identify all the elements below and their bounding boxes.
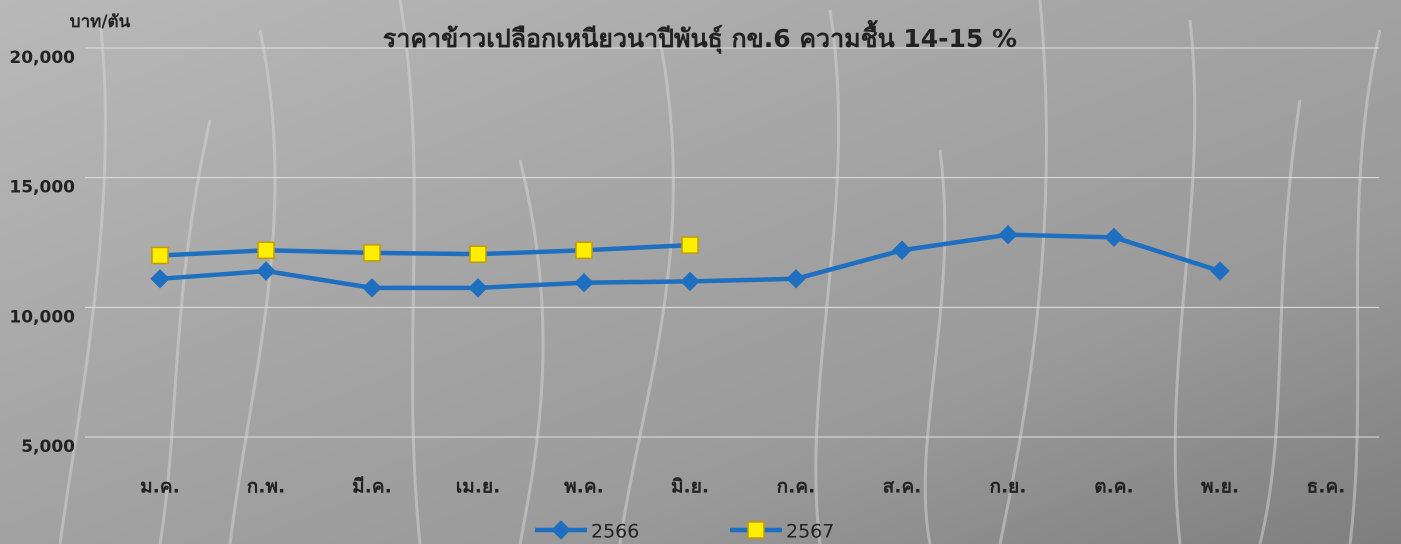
chart-title: ราคาข้าวเปลือกเหนียวนาปีพันธุ์ กข.6 ความ… xyxy=(383,19,1017,55)
data-point xyxy=(786,269,806,289)
x-tick-label: พ.ย. xyxy=(1201,476,1239,498)
legend-label: 2567 xyxy=(786,521,834,543)
data-point xyxy=(574,272,594,293)
data-point xyxy=(892,240,912,260)
data-point xyxy=(1210,261,1230,281)
data-point xyxy=(151,246,169,265)
data-point xyxy=(362,278,382,298)
series-line xyxy=(159,242,691,258)
legend-label: 2566 xyxy=(591,521,639,543)
x-tick-label: ส.ค. xyxy=(883,476,922,498)
x-tick-label: มี.ค. xyxy=(352,476,392,498)
data-point xyxy=(998,225,1018,245)
data-point xyxy=(681,236,699,254)
data-point xyxy=(575,241,593,260)
x-tick-label: ก.ย. xyxy=(989,476,1026,498)
data-point xyxy=(469,245,487,263)
x-tick-label: ธ.ค. xyxy=(1307,476,1346,498)
x-tick-label: ม.ค. xyxy=(140,476,180,498)
x-tick-label: ก.พ. xyxy=(247,476,285,498)
data-point xyxy=(1104,227,1124,248)
x-tick-label: เม.ย. xyxy=(456,476,501,498)
data-point xyxy=(468,278,488,298)
legend-marker xyxy=(747,521,765,539)
x-tick-label: พ.ค. xyxy=(564,476,604,498)
legend-marker xyxy=(551,520,571,540)
data-point xyxy=(150,269,170,289)
x-tick-label: ก.ค. xyxy=(777,476,816,498)
x-tick-label: มิ.ย. xyxy=(671,476,709,498)
x-tick-label: ต.ค. xyxy=(1094,476,1133,498)
data-point xyxy=(257,241,275,260)
y-tick-label: 5,000 xyxy=(21,437,75,457)
y-tick-label: 15,000 xyxy=(9,178,75,198)
data-point xyxy=(363,244,381,262)
y-axis-label: บาท/ตัน xyxy=(70,12,131,32)
rice-texture xyxy=(58,0,1382,544)
data-point xyxy=(680,271,700,292)
y-tick-label: 10,000 xyxy=(9,307,75,327)
data-point xyxy=(256,261,276,281)
y-tick-label: 20,000 xyxy=(9,48,75,68)
